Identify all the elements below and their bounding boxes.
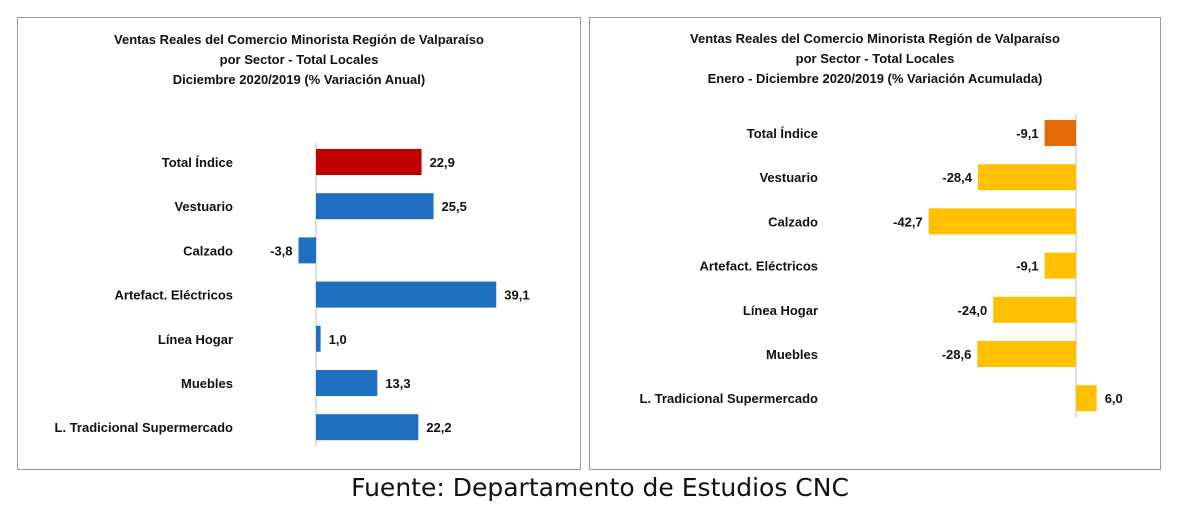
- data-label: 13,3: [385, 376, 410, 391]
- bar-3: [1044, 252, 1076, 279]
- chart-panel-cumulative: Ventas Reales del Comercio Minorista Reg…: [589, 17, 1161, 470]
- category-label: Línea Hogar: [158, 332, 233, 347]
- data-label: -24,0: [958, 303, 988, 318]
- source-note: Fuente: Departamento de Estudios CNC: [351, 473, 849, 502]
- chart-title-line-1: Ventas Reales del Comercio Minorista Reg…: [690, 31, 1060, 46]
- category-label: Calzado: [183, 243, 233, 258]
- category-label: Artefact. Eléctricos: [115, 288, 234, 303]
- category-label: Calzado: [768, 214, 818, 229]
- data-label: -28,6: [942, 347, 972, 362]
- bar-0: [1044, 120, 1076, 146]
- category-label: Artefact. Eléctricos: [700, 259, 819, 274]
- category-label: Total Índice: [747, 126, 818, 141]
- category-label: L. Tradicional Supermercado: [640, 391, 818, 406]
- data-label: -42,7: [893, 214, 923, 229]
- category-label: L. Tradicional Supermercado: [55, 420, 233, 435]
- category-label: Vestuario: [759, 170, 818, 185]
- chart-title-line-1: Ventas Reales del Comercio Minorista Reg…: [114, 32, 484, 47]
- category-label: Muebles: [766, 347, 818, 362]
- data-label: 6,0: [1105, 391, 1123, 406]
- bar-5: [977, 341, 1076, 367]
- bar-3: [316, 281, 497, 308]
- category-label: Vestuario: [174, 199, 233, 214]
- bar-1: [316, 193, 434, 220]
- annual-variation-chart: Total Índice 22,9 Vestuario 25,5 Calzado -3,8…: [55, 142, 530, 447]
- data-label: 1,0: [329, 332, 347, 347]
- bar-2: [928, 208, 1076, 235]
- bar-2: [298, 237, 316, 264]
- chart-title-line-3: Diciembre 2020/2019 (% Variación Anual): [172, 72, 426, 87]
- chart-title: Ventas Reales del Comercio Minorista Reg…: [590, 29, 1160, 89]
- bar-6: [316, 414, 419, 441]
- bar-4: [993, 296, 1076, 323]
- chart-title-line-2: por Sector - Total Locales: [219, 52, 379, 67]
- chart-title-line-2: por Sector - Total Locales: [795, 51, 955, 66]
- data-label: 39,1: [504, 288, 529, 303]
- data-label: 22,2: [426, 420, 451, 435]
- bar-5: [316, 370, 378, 396]
- bar-4: [316, 325, 321, 352]
- bar-6: [1076, 385, 1097, 412]
- category-label: Total Índice: [162, 155, 233, 170]
- category-label: Línea Hogar: [743, 303, 818, 318]
- category-label: Muebles: [181, 376, 233, 391]
- data-label: -28,4: [942, 170, 972, 185]
- data-label: -9,1: [1016, 259, 1038, 274]
- data-label: 25,5: [442, 199, 467, 214]
- chart-title: Ventas Reales del Comercio Minorista Reg…: [18, 30, 580, 90]
- bar-0: [316, 149, 422, 175]
- bar-1: [978, 164, 1076, 191]
- chart-title-line-3: Enero - Diciembre 2020/2019 (% Variación…: [707, 71, 1043, 86]
- data-label: 22,9: [430, 155, 455, 170]
- chart-panel-annual: Ventas Reales del Comercio Minorista Reg…: [17, 17, 581, 470]
- data-label: -9,1: [1016, 126, 1038, 141]
- data-label: -3,8: [270, 243, 292, 258]
- cumulative-variation-chart: Total Índice -9,1 Vestuario -28,4 Calzado -42…: [640, 113, 1123, 418]
